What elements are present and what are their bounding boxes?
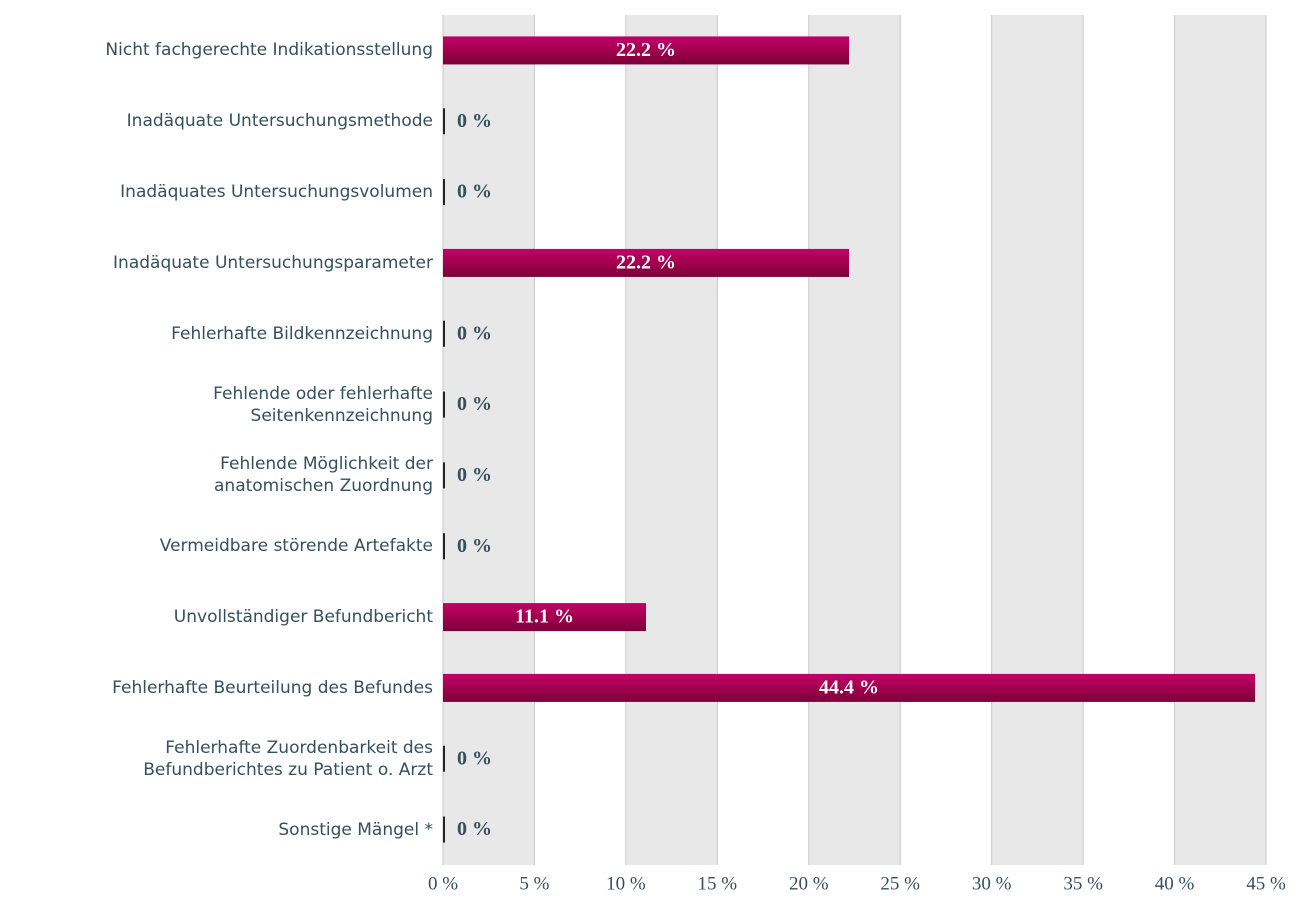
value-label: 0 %: [457, 535, 492, 557]
category-label: Fehlerhafte Bildkennzeichnung: [171, 323, 433, 344]
category-label: Fehlende oder fehlerhafte Seitenkennzeic…: [213, 383, 433, 426]
bar: [443, 248, 850, 277]
grid-band: [443, 15, 535, 865]
category-label: Unvollständiger Befundbericht: [173, 607, 433, 628]
category-label: Vermeidbare störende Artefakte: [159, 536, 433, 557]
x-tick-label: 10 %: [606, 873, 646, 894]
category-label: Inadäquates Untersuchungsvolumen: [120, 182, 433, 203]
category-label: Fehlerhafte Beurteilung des Befundes: [112, 677, 433, 698]
x-tick-label: 35 %: [1063, 873, 1103, 894]
x-tick-label: 5 %: [519, 873, 549, 894]
value-label: 0 %: [457, 747, 492, 769]
grid-band: [625, 15, 718, 865]
x-tick-label: 30 %: [972, 873, 1012, 894]
value-label: 0 %: [457, 110, 492, 132]
bar: [443, 673, 1256, 702]
category-label: Sonstige Mängel *: [278, 819, 433, 840]
x-tick-label: 15 %: [698, 873, 738, 894]
category-label: Fehlende Möglichkeit der anatomischen Zu…: [214, 454, 433, 497]
x-tick-label: 25 %: [880, 873, 920, 894]
value-label: 0 %: [457, 393, 492, 415]
value-label: 22.2 %: [616, 39, 676, 61]
category-label: Inadäquate Untersuchungsparameter: [113, 252, 433, 273]
value-label: 44.4 %: [819, 677, 879, 699]
x-tick-label: 45 %: [1246, 873, 1286, 894]
grid-band: [1174, 15, 1266, 865]
x-tick-label: 40 %: [1155, 873, 1195, 894]
value-label: 22.2 %: [616, 252, 676, 274]
value-label: 11.1 %: [515, 606, 574, 628]
value-label: 0 %: [457, 818, 492, 840]
x-tick-label: 0 %: [428, 873, 458, 894]
value-label: 0 %: [457, 181, 492, 203]
grid-band: [808, 15, 901, 865]
bar: [443, 603, 647, 632]
bar: [443, 36, 850, 65]
x-tick-label: 20 %: [789, 873, 829, 894]
category-label: Inadäquate Untersuchungsmethode: [126, 111, 433, 132]
value-label: 0 %: [457, 322, 492, 344]
category-label: Fehlerhafte Zuordenbarkeit des Befundber…: [143, 737, 433, 780]
grid-band: [991, 15, 1084, 865]
value-label: 0 %: [457, 464, 492, 486]
category-label: Nicht fachgerechte Indikationsstellung: [105, 40, 433, 61]
